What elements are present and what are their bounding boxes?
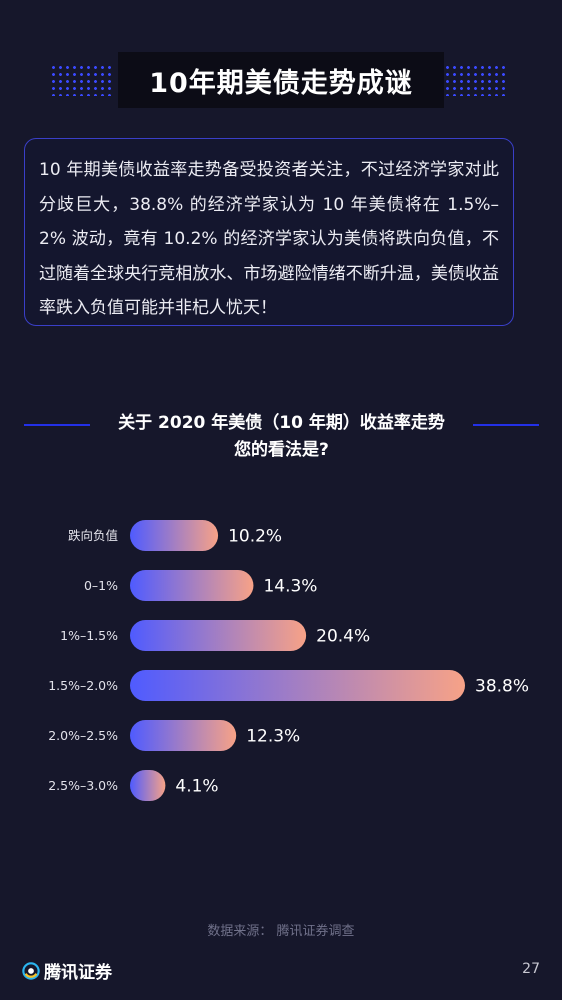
bar-chart: 跌向负值 10.2% 0–1% 14.3% 1%–1.5% 20.4% 1.5%–2.0% 3… — [48, 520, 529, 801]
value-label: 4.1% — [175, 777, 218, 797]
value-label: 14.3% — [263, 577, 317, 597]
value-label: 20.4% — [316, 627, 370, 647]
bar — [130, 670, 465, 701]
value-label: 10.2% — [228, 527, 282, 547]
page-title: 10年期美债走势成谜 — [149, 67, 413, 99]
question-line-2: 您的看法是? — [234, 440, 329, 460]
intro-text: 10 年期美债收益率走势备受投资者关注，不过经济学家对此分歧巨大，38.8% 的… — [39, 160, 499, 318]
bar — [130, 520, 219, 551]
title-banner: 10年期美债走势成谜 — [0, 52, 562, 108]
brand-logo: 腾讯证券 — [22, 958, 112, 983]
value-label: 12.3% — [246, 727, 300, 747]
bar — [130, 620, 307, 651]
dot-pattern-left-icon — [50, 64, 112, 96]
question-line-1: 关于 2020 年美债（10 年期）收益率走势 — [118, 413, 445, 433]
intro-box: 10 年期美债收益率走势备受投资者关注，不过经济学家对此分歧巨大，38.8% 的… — [24, 138, 514, 326]
value-label: 38.8% — [475, 677, 529, 697]
page-number: 27 — [522, 961, 540, 977]
category-label: 0–1% — [84, 578, 118, 593]
bar — [130, 570, 254, 601]
category-label: 2.0%–2.5% — [48, 728, 118, 743]
category-label: 2.5%–3.0% — [48, 778, 118, 793]
category-label: 跌向负值 — [68, 528, 118, 543]
bar — [130, 770, 166, 801]
brand-name: 腾讯证券 — [44, 963, 112, 983]
title-box: 10年期美债走势成谜 — [118, 52, 444, 108]
bar — [130, 720, 237, 751]
question-divider-right — [473, 424, 539, 426]
question-divider-left — [24, 424, 90, 426]
dot-pattern-right-icon — [444, 64, 506, 96]
tencent-logo-icon — [22, 961, 40, 980]
data-source: 数据来源： 腾讯证券调查 — [207, 924, 355, 939]
question-title: 关于 2020 年美债（10 年期）收益率走势 您的看法是? — [90, 410, 473, 464]
category-label: 1.5%–2.0% — [48, 678, 118, 693]
category-label: 1%–1.5% — [60, 628, 118, 643]
